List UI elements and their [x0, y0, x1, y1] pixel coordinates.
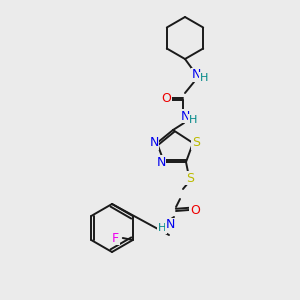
Text: O: O [190, 203, 200, 217]
Text: N: N [149, 136, 159, 149]
Text: N: N [165, 218, 175, 232]
Text: N: N [180, 110, 190, 122]
Text: S: S [192, 136, 200, 149]
Text: H: H [189, 115, 197, 125]
Text: S: S [186, 172, 194, 184]
Text: O: O [161, 92, 171, 104]
Text: N: N [191, 68, 201, 82]
Text: N: N [156, 155, 166, 169]
Text: H: H [158, 223, 166, 233]
Text: H: H [200, 73, 208, 83]
Text: F: F [112, 232, 119, 244]
